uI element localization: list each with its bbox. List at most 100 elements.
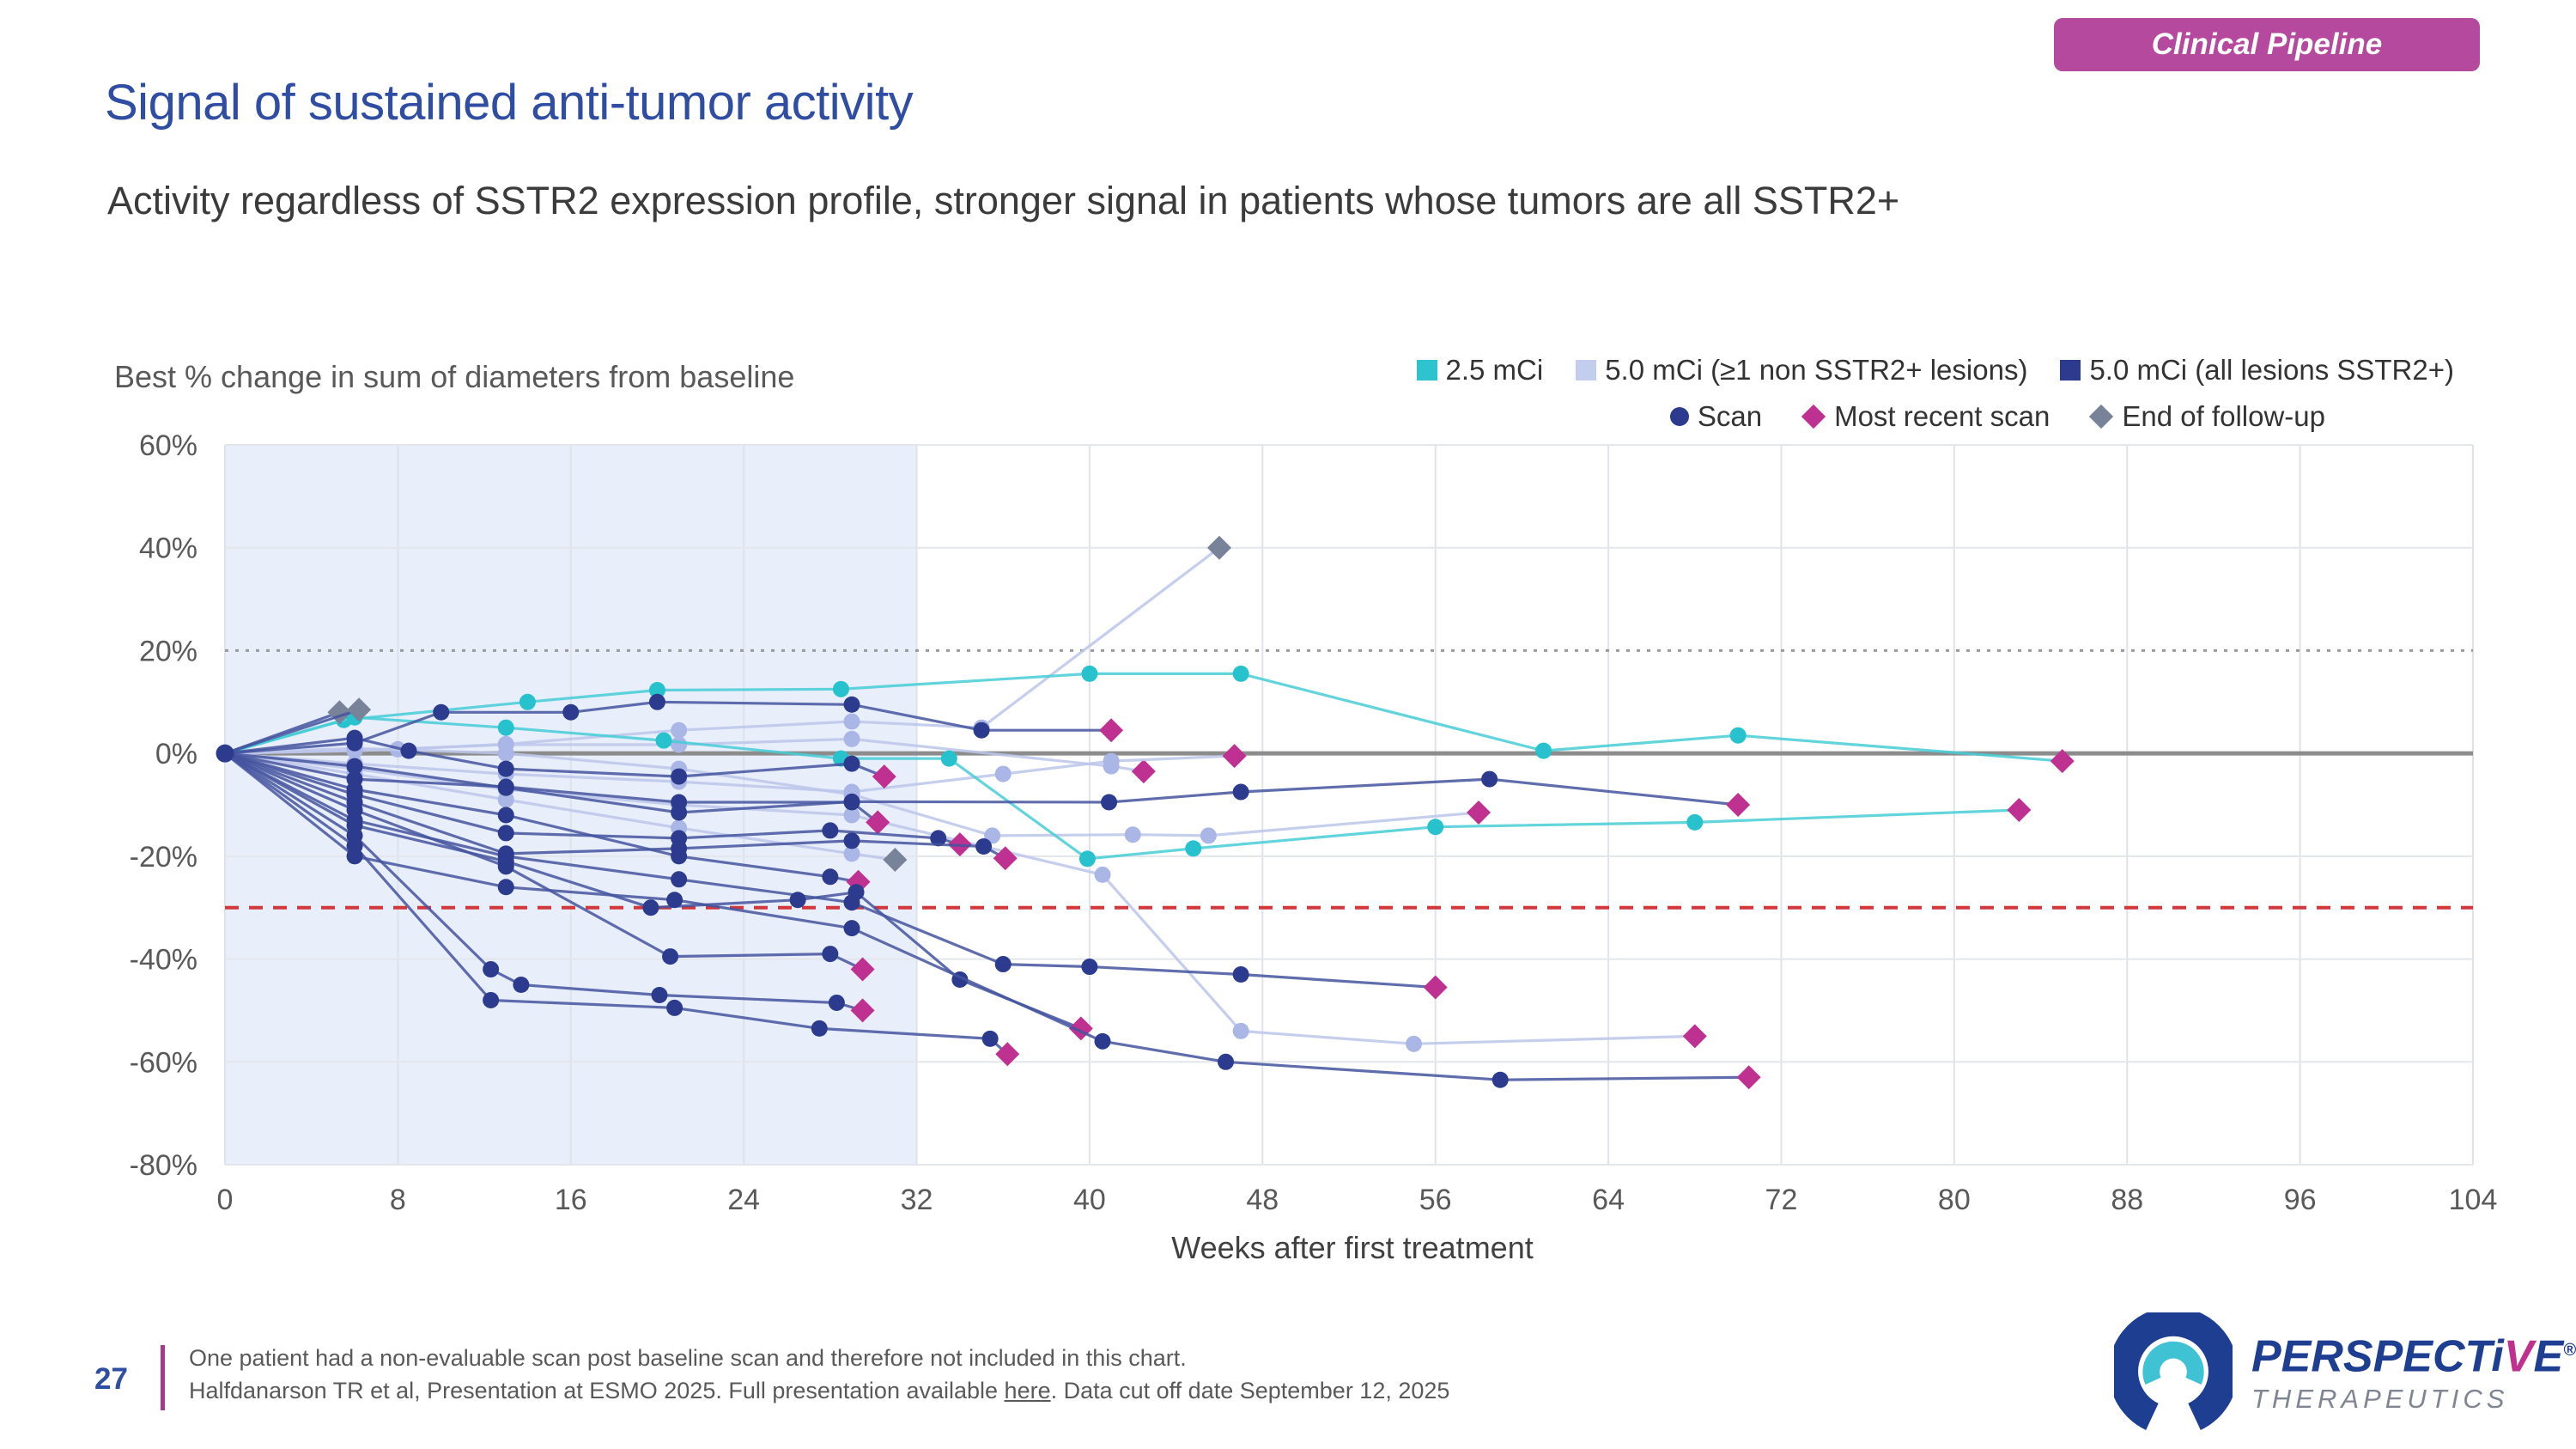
scan-marker <box>642 899 659 916</box>
patient-trajectory-16 <box>224 752 1751 821</box>
scan-marker <box>497 853 514 870</box>
page-subtitle: Activity regardless of SSTR2 expression … <box>107 179 1900 222</box>
legend-5.0-mixed: 5.0 mCi (≥1 non SSTR2+ lesions) <box>1576 354 2027 387</box>
scan-marker <box>843 755 860 772</box>
most_recent_scan-marker <box>1682 1024 1707 1049</box>
scan-marker <box>843 845 860 862</box>
end_of_follow_up-marker <box>1206 535 1231 560</box>
scan-marker <box>671 804 688 821</box>
most_recent_scan-marker <box>1467 800 1492 825</box>
scan-marker <box>1535 742 1552 759</box>
svg-text:16: 16 <box>555 1184 587 1216</box>
patient-trajectory-21 <box>224 752 1020 1067</box>
legend-5.0-mixed-swatch <box>1576 360 1597 381</box>
footnote-here-link[interactable]: here <box>1004 1378 1051 1403</box>
svg-text:-60%: -60% <box>130 1046 197 1079</box>
svg-text:40: 40 <box>1073 1184 1106 1216</box>
scan-marker <box>662 948 679 965</box>
legend-end_of_follow_up: End of follow-up <box>2089 400 2325 433</box>
legend-5.0-all-label: 5.0 mCi (all lesions SSTR2+) <box>2089 354 2454 386</box>
scan-marker <box>671 736 688 753</box>
svg-text:24: 24 <box>727 1184 760 1216</box>
svg-text:56: 56 <box>1419 1184 1452 1216</box>
scan-marker <box>497 879 514 896</box>
svg-text:20%: 20% <box>139 635 197 667</box>
svg-text:-80%: -80% <box>130 1149 197 1182</box>
scan-marker <box>346 848 363 865</box>
x-axis-label: Weeks after first treatment <box>1171 1230 1534 1265</box>
baseline-origin-marker <box>216 744 234 763</box>
scan-marker <box>994 956 1012 973</box>
scan-marker <box>497 779 514 796</box>
scan-marker <box>346 801 363 819</box>
svg-text:104: 104 <box>2449 1184 2498 1216</box>
scan-marker <box>1218 1053 1235 1070</box>
scan-marker <box>1094 1032 1111 1050</box>
scan-marker <box>975 837 993 855</box>
scan-marker <box>843 920 860 937</box>
svg-text:60%: 60% <box>139 429 197 462</box>
scan-marker <box>843 713 860 730</box>
scan-marker <box>666 999 683 1016</box>
page-number: 27 <box>94 1362 128 1396</box>
svg-text:40%: 40% <box>139 533 197 565</box>
gridlines <box>224 444 2474 1166</box>
scan-marker <box>1078 850 1096 868</box>
svg-text:-40%: -40% <box>130 944 197 977</box>
scan-marker <box>400 742 417 759</box>
scan-marker <box>497 791 514 808</box>
scan-marker <box>1492 1071 1509 1088</box>
most_recent_scan-marker <box>1222 744 1247 769</box>
most_recent_scan-marker <box>1131 759 1156 784</box>
scan-marker <box>1200 827 1217 844</box>
scan-marker <box>843 696 860 713</box>
scan-marker <box>497 719 514 736</box>
legend-5.0-all-swatch <box>2060 360 2081 381</box>
most_recent_scan-marker <box>850 957 875 982</box>
scan-marker <box>789 892 806 909</box>
svg-text:64: 64 <box>1592 1184 1625 1216</box>
svg-text:72: 72 <box>1765 1184 1798 1216</box>
most_recent_scan-marker <box>2050 749 2075 774</box>
most_recent_scan-marker <box>993 846 1018 871</box>
scan-marker <box>843 807 860 824</box>
scan-marker <box>1101 794 1118 811</box>
most_recent_scan-marker <box>1736 1065 1761 1090</box>
scan-marker <box>843 730 860 747</box>
perspective-therapeutics-logo: PERSPECTiVE® THERAPEUTICS <box>2114 1312 2576 1433</box>
scan-marker <box>483 991 500 1008</box>
most_recent_scan-marker <box>995 1042 1020 1067</box>
scan-marker <box>651 986 668 1003</box>
scan-marker <box>973 721 990 739</box>
page-title: Signal of sustained anti-tumor activity <box>105 75 914 131</box>
scan-marker <box>1406 1035 1423 1052</box>
logo-subtext: THERAPEUTICS <box>2251 1384 2509 1415</box>
scan-marker <box>1481 770 1498 788</box>
scan-marker <box>655 732 672 749</box>
scan-marker <box>671 721 688 739</box>
scan-marker <box>843 793 860 810</box>
most_recent_scan-marker <box>1423 975 1448 1000</box>
scan-marker <box>1124 826 1141 843</box>
logo-word: PERSPECTiVE® <box>2251 1331 2576 1382</box>
svg-text:8: 8 <box>390 1184 406 1216</box>
scan-marker <box>483 961 500 978</box>
legend-2.5-label: 2.5 mCi <box>1445 354 1544 386</box>
legend-2.5: 2.5 mCi <box>1416 354 1544 387</box>
end_of_follow_up-marker <box>347 697 372 722</box>
scan-marker <box>671 871 688 888</box>
end_of_follow_up-marker <box>883 848 908 873</box>
patient-trajectory-10 <box>224 693 1124 755</box>
scan-marker <box>497 760 514 777</box>
scan-marker <box>828 994 845 1011</box>
scan-marker <box>1081 665 1098 682</box>
legend-scan-swatch <box>1669 407 1689 426</box>
scan-marker <box>648 693 665 710</box>
scan-marker <box>497 825 514 842</box>
svg-text:-20%: -20% <box>130 841 197 874</box>
legend-scan: Scan <box>1669 400 1762 433</box>
scan-marker <box>666 892 683 909</box>
scan-marker <box>843 832 860 849</box>
legend-marker-types: Scan Most recent scan End of follow-up <box>1669 400 2325 433</box>
